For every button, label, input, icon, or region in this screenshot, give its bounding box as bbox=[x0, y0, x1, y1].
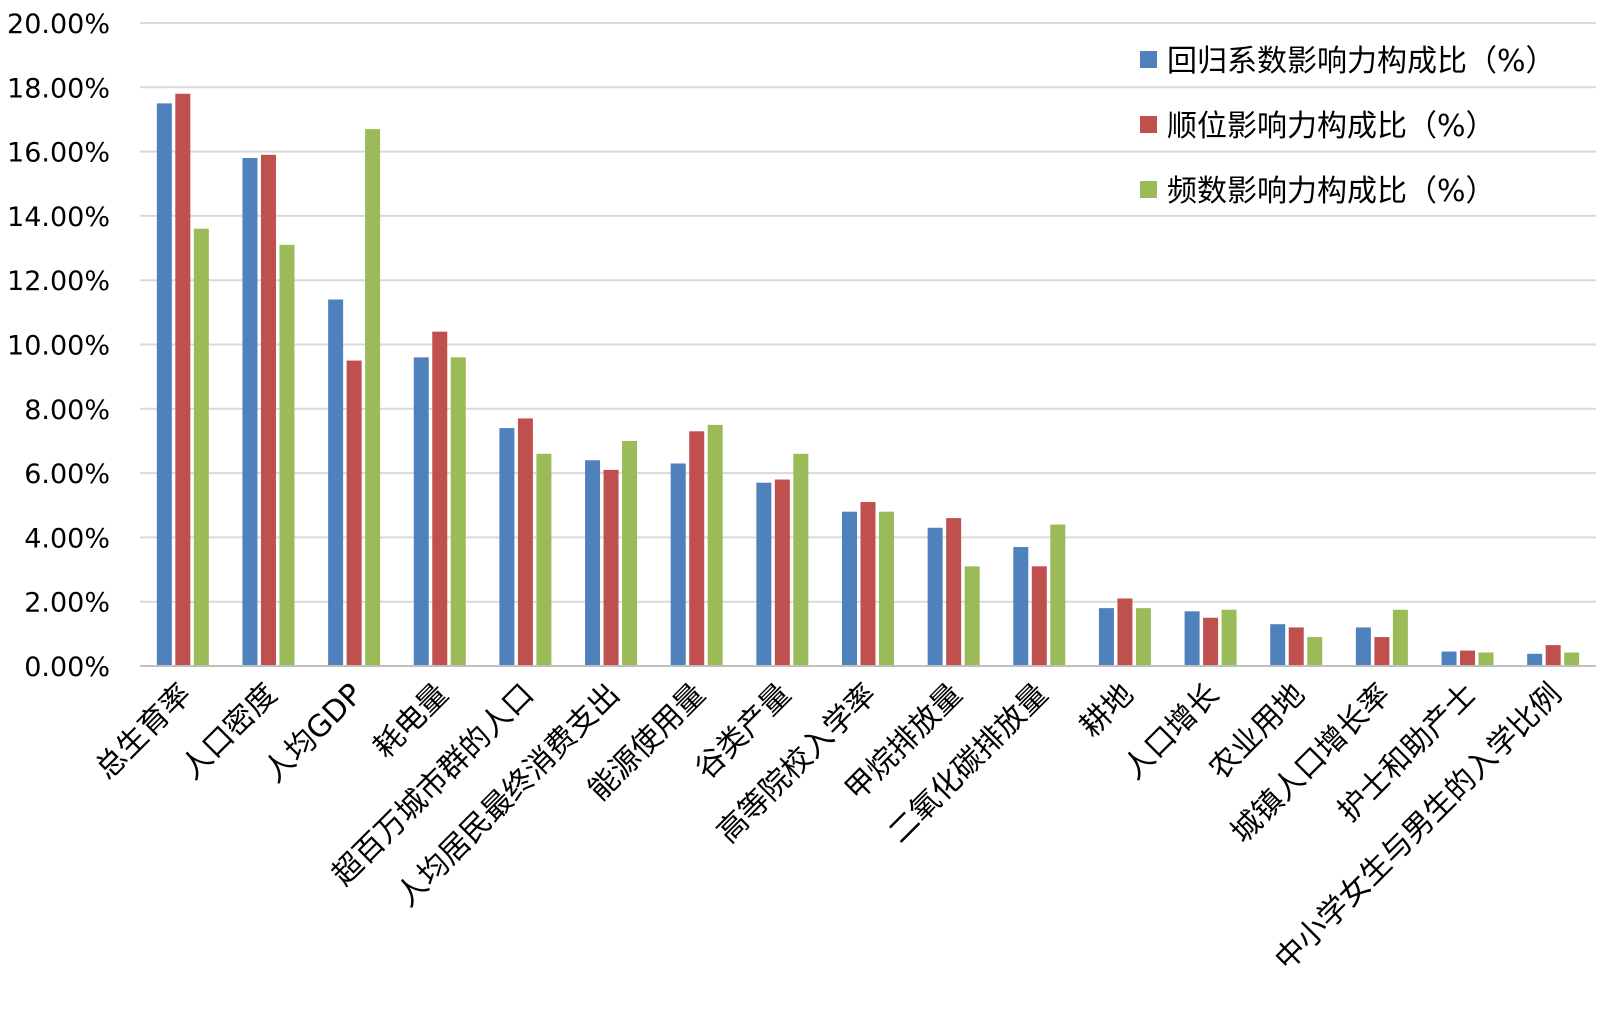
y-tick-label: 12.00% bbox=[7, 266, 110, 297]
bar-3-15 bbox=[1392, 609, 1408, 666]
bar-2-17 bbox=[1545, 645, 1561, 666]
legend: 回归系数影响力构成比（%） 顺位影响力构成比（%） 频数影响力构成比（%） bbox=[1140, 44, 1556, 209]
bars bbox=[156, 93, 1580, 667]
bar-3-10 bbox=[964, 566, 980, 666]
bar-1-4 bbox=[413, 357, 429, 666]
bar-1-15 bbox=[1355, 627, 1371, 666]
bar-2-14 bbox=[1288, 627, 1304, 666]
y-tick-label: 14.00% bbox=[7, 202, 110, 233]
bar-1-11 bbox=[1013, 547, 1029, 666]
bar-2-12 bbox=[1117, 598, 1133, 666]
bar-1-16 bbox=[1441, 651, 1457, 666]
bar-2-3 bbox=[346, 360, 362, 666]
y-tick-label: 6.00% bbox=[24, 459, 110, 490]
legend-swatch bbox=[1140, 116, 1157, 133]
bar-1-7 bbox=[670, 463, 686, 666]
bar-3-8 bbox=[793, 453, 809, 666]
bar-3-2 bbox=[279, 244, 295, 666]
bar-1-5 bbox=[499, 428, 515, 666]
legend-label: 回归系数影响力构成比（%） bbox=[1167, 44, 1556, 79]
category-label: 二氧化碳排放量 bbox=[882, 677, 1055, 850]
y-tick-label: 4.00% bbox=[24, 523, 110, 554]
bar-2-11 bbox=[1031, 566, 1047, 666]
bar-3-3 bbox=[365, 129, 381, 667]
bar-3-9 bbox=[879, 511, 894, 666]
y-axis-ticks: 0.00% 2.00% 4.00% 6.00% 8.00% 10.00% 12.00% 14.… bbox=[7, 9, 110, 683]
bar-1-3 bbox=[328, 299, 344, 666]
bar-2-7 bbox=[689, 431, 705, 666]
bar-2-16 bbox=[1460, 650, 1476, 666]
bar-3-13 bbox=[1221, 609, 1237, 666]
bar-2-15 bbox=[1374, 637, 1390, 666]
bar-1-17 bbox=[1527, 653, 1543, 666]
bar-2-1 bbox=[175, 93, 191, 667]
bar-1-10 bbox=[927, 527, 943, 666]
bar-3-11 bbox=[1050, 524, 1066, 666]
bar-2-4 bbox=[432, 331, 448, 666]
bar-1-13 bbox=[1184, 611, 1200, 666]
y-tick-label: 10.00% bbox=[7, 331, 110, 362]
bar-1-6 bbox=[585, 460, 601, 666]
legend-swatch bbox=[1140, 181, 1157, 198]
bar-1-12 bbox=[1098, 608, 1114, 666]
bar-3-14 bbox=[1307, 637, 1323, 666]
bar-1-14 bbox=[1270, 624, 1286, 666]
bar-3-6 bbox=[622, 440, 638, 666]
bar-1-9 bbox=[842, 511, 857, 666]
y-tick-label: 16.00% bbox=[7, 138, 110, 169]
category-labels: 总生育率人口密度人均GDP耗电量超百万城市群的人口人均居民最终消费支出能源使用量… bbox=[89, 677, 1569, 978]
category-label: 耕地 bbox=[1073, 677, 1140, 744]
bar-3-16 bbox=[1478, 652, 1494, 666]
y-tick-label: 2.00% bbox=[24, 588, 110, 619]
y-tick-label: 20.00% bbox=[7, 9, 110, 40]
bar-3-12 bbox=[1135, 608, 1151, 666]
bar-1-8 bbox=[756, 482, 772, 666]
bar-3-4 bbox=[450, 357, 466, 666]
bar-2-10 bbox=[946, 518, 962, 666]
bar-2-5 bbox=[517, 418, 533, 666]
bar-2-9 bbox=[860, 502, 876, 666]
legend-swatch bbox=[1140, 51, 1157, 68]
bar-3-5 bbox=[536, 453, 552, 666]
bar-2-6 bbox=[603, 469, 619, 666]
bar-1-2 bbox=[242, 158, 258, 666]
legend-label: 顺位影响力构成比（%） bbox=[1167, 109, 1496, 144]
bar-2-8 bbox=[774, 479, 790, 666]
y-tick-label: 18.00% bbox=[7, 73, 110, 104]
bar-2-13 bbox=[1203, 617, 1219, 666]
bar-2-2 bbox=[260, 154, 276, 666]
bar-3-1 bbox=[193, 228, 209, 666]
bar-3-17 bbox=[1564, 652, 1580, 666]
bar-1-1 bbox=[156, 103, 172, 666]
legend-label: 频数影响力构成比（%） bbox=[1167, 174, 1496, 209]
gridlines bbox=[140, 22, 1596, 603]
y-tick-label: 0.00% bbox=[24, 652, 110, 683]
y-tick-label: 8.00% bbox=[24, 395, 110, 426]
bar-3-7 bbox=[707, 424, 723, 666]
